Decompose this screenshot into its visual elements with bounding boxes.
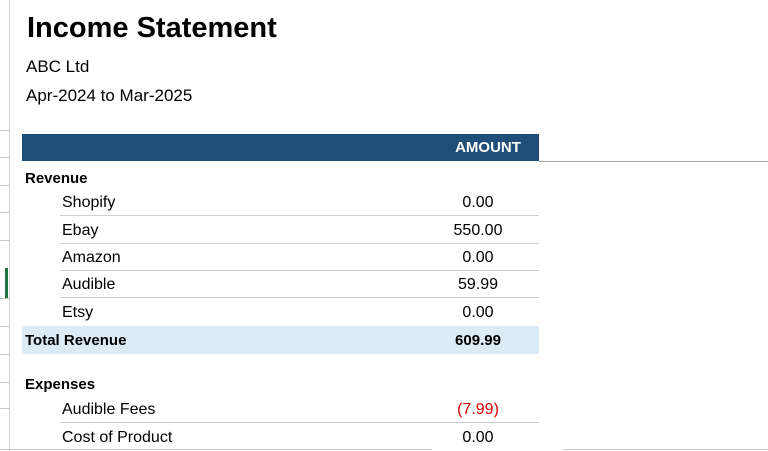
row-divider	[0, 212, 9, 213]
row-label: Audible Fees	[62, 401, 156, 418]
expense-row[interactable]: Cost of Product 0.00	[22, 424, 539, 451]
row-label: Shopify	[62, 194, 116, 211]
expense-row[interactable]: Audible Fees (7.99)	[22, 396, 539, 423]
row-divider	[0, 382, 9, 383]
company-name: ABC Ltd	[26, 57, 90, 76]
revenue-row[interactable]: Amazon 0.00	[22, 244, 539, 271]
row-divider	[0, 354, 9, 355]
row-divider	[0, 157, 9, 158]
row-label: Amazon	[62, 249, 121, 266]
table-header-bar: AMOUNT	[22, 134, 539, 161]
sheet-gridline	[539, 161, 768, 162]
row-amount: 59.99	[457, 276, 499, 293]
expenses-heading: Expenses	[25, 376, 96, 393]
row-divider	[0, 298, 9, 299]
row-header-gutter[interactable]	[0, 0, 10, 451]
row-amount: 0.00	[462, 304, 494, 321]
row-divider	[0, 240, 9, 241]
total-revenue-amount: 609.99	[455, 332, 501, 349]
row-divider	[0, 326, 9, 327]
row-border	[60, 243, 539, 244]
sheet-gridline	[0, 449, 432, 450]
row-amount: 550.00	[453, 222, 503, 239]
row-amount-negative: (7.99)	[457, 401, 499, 418]
row-amount: 0.00	[462, 194, 494, 211]
revenue-row[interactable]: Shopify 0.00	[22, 189, 539, 216]
revenue-heading: Revenue	[25, 170, 88, 187]
amount-column-header: AMOUNT	[455, 139, 521, 156]
row-amount: 0.00	[462, 249, 494, 266]
sheet-gridline	[563, 449, 768, 450]
row-divider	[0, 130, 9, 131]
row-border	[60, 297, 539, 298]
reporting-period: Apr-2024 to Mar-2025	[26, 86, 193, 105]
row-border	[60, 270, 539, 271]
selected-row-indicator	[5, 268, 8, 298]
total-revenue-row[interactable]: Total Revenue 609.99	[22, 326, 539, 354]
row-border	[60, 215, 539, 216]
revenue-row[interactable]: Audible 59.99	[22, 271, 539, 298]
revenue-row[interactable]: Etsy 0.00	[22, 299, 539, 326]
row-label: Ebay	[62, 222, 99, 239]
row-label: Etsy	[62, 304, 94, 321]
row-divider	[0, 185, 9, 186]
row-label: Cost of Product	[62, 429, 173, 446]
revenue-row[interactable]: Ebay 550.00	[22, 217, 539, 244]
total-revenue-label: Total Revenue	[25, 332, 127, 349]
row-divider	[0, 408, 9, 409]
row-label: Audible	[62, 276, 116, 293]
row-border	[60, 422, 539, 423]
page-title: Income Statement	[27, 12, 277, 44]
row-amount: 0.00	[462, 429, 494, 446]
